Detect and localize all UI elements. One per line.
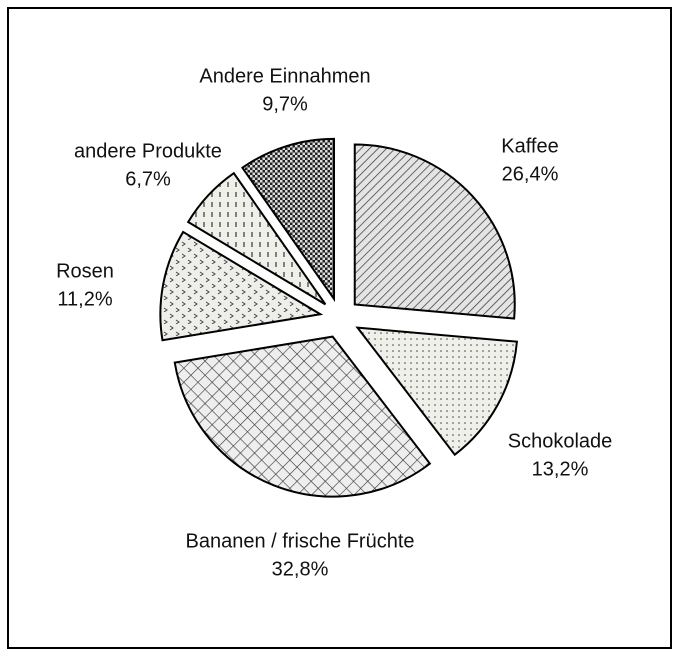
- pie-slice: [159, 230, 324, 342]
- slice-value: 32,8%: [272, 558, 329, 580]
- pie-slice: [353, 143, 516, 320]
- slice-label: andere Produkte: [74, 140, 222, 162]
- slice-label: Schokolade: [508, 430, 613, 452]
- frame: [7, 7, 672, 649]
- slice-label: Rosen: [56, 260, 114, 282]
- pie-slice: [241, 137, 335, 303]
- pie-slice: [355, 326, 518, 457]
- slice-label: Andere Einnahmen: [199, 65, 370, 87]
- slice-value: 9,7%: [262, 93, 308, 115]
- slice-value: 6,7%: [125, 168, 171, 190]
- pie-slice: [173, 335, 432, 498]
- slice-value: 26,4%: [502, 163, 559, 185]
- slice-value: 13,2%: [532, 458, 589, 480]
- pie-slice: [186, 171, 327, 306]
- slice-label: Kaffee: [501, 135, 558, 157]
- slice-label: Bananen / frische Früchte: [185, 530, 414, 552]
- slice-value: 11,2%: [57, 288, 112, 310]
